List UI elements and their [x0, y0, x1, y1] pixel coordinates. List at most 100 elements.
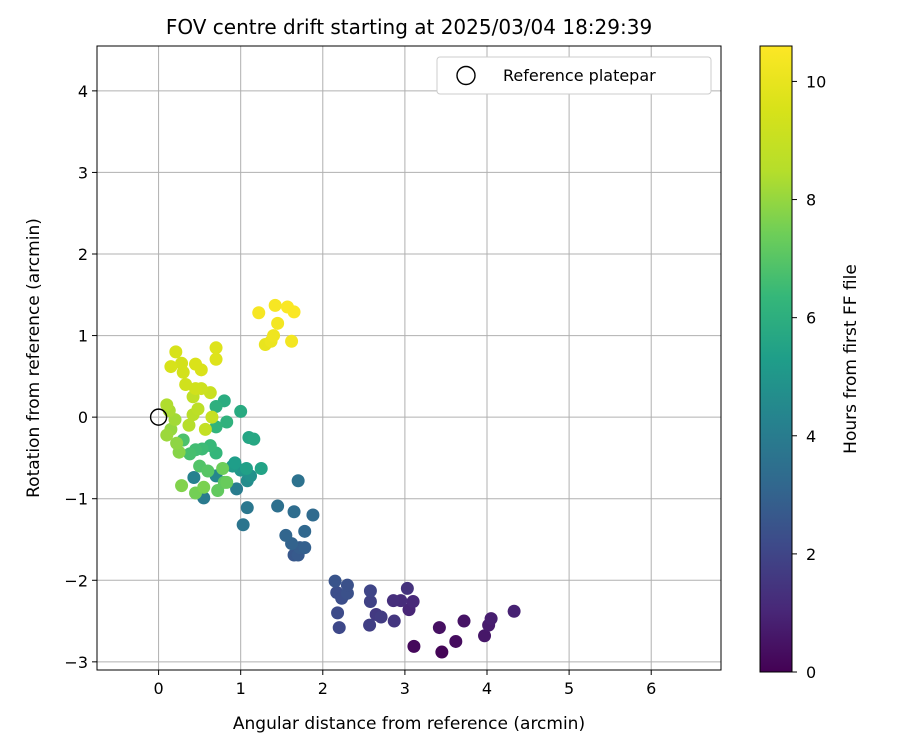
- data-point: [449, 634, 463, 648]
- data-point: [198, 422, 212, 436]
- data-point: [234, 404, 248, 418]
- reference-point-marker: [149, 408, 168, 426]
- data-point: [230, 482, 244, 496]
- data-point: [279, 528, 293, 542]
- data-point: [183, 447, 197, 461]
- data-point: [189, 382, 203, 396]
- y-axis-ticks: −3 −2 −1 0 1 2 3 4: [64, 82, 97, 672]
- data-point: [298, 524, 312, 538]
- data-point: [268, 298, 282, 312]
- colorbar-tick-label: 6: [806, 309, 816, 328]
- y-tick-label: 0: [78, 408, 88, 427]
- data-point: [400, 581, 414, 595]
- data-point: [363, 594, 377, 608]
- data-point: [457, 614, 471, 628]
- y-tick-label: −3: [64, 653, 88, 672]
- legend-box: [436, 56, 712, 95]
- data-point: [407, 639, 421, 653]
- colorbar-tick-label: 0: [806, 663, 816, 682]
- data-point: [236, 518, 250, 532]
- data-point: [287, 305, 301, 319]
- data-point: [175, 479, 189, 493]
- y-tick-label: −1: [64, 490, 88, 509]
- y-tick-label: 4: [78, 82, 88, 101]
- data-point: [267, 329, 281, 343]
- legend-entry-label: Reference platepar: [503, 66, 656, 85]
- data-point: [191, 402, 205, 416]
- y-tick-label: 2: [78, 245, 88, 264]
- data-point: [209, 352, 223, 366]
- data-point: [340, 578, 354, 592]
- data-point: [484, 612, 498, 626]
- data-point: [197, 480, 211, 494]
- data-point: [291, 474, 305, 488]
- grid-lines: [97, 46, 721, 670]
- colorbar-ticks: 0 2 4 6 8 10: [792, 72, 826, 682]
- x-tick-label: 6: [646, 679, 656, 698]
- x-tick-label: 3: [400, 679, 410, 698]
- data-point: [287, 505, 301, 519]
- data-point: [216, 462, 230, 476]
- data-point: [211, 484, 225, 498]
- y-tick-label: 1: [78, 327, 88, 346]
- data-points: [160, 298, 521, 659]
- data-point: [435, 645, 449, 659]
- data-point: [478, 629, 492, 643]
- colorbar-tick-label: 4: [806, 427, 816, 446]
- data-point: [160, 398, 174, 412]
- data-point: [432, 621, 446, 635]
- data-point: [201, 464, 215, 478]
- data-point: [406, 594, 420, 608]
- data-point: [363, 618, 377, 632]
- data-point: [328, 574, 342, 588]
- data-point: [254, 462, 268, 476]
- data-point: [209, 400, 223, 414]
- data-point: [331, 606, 345, 620]
- data-point: [363, 584, 377, 598]
- data-point: [252, 306, 266, 320]
- colorbar-tick-label: 10: [806, 72, 826, 91]
- x-tick-label: 2: [318, 679, 328, 698]
- y-axis-label: Rotation from reference (arcmin): [24, 218, 44, 498]
- x-tick-label: 4: [482, 679, 492, 698]
- colorbar: [759, 45, 793, 673]
- data-point: [240, 501, 254, 515]
- data-point: [187, 470, 201, 484]
- data-point: [271, 316, 285, 330]
- data-point: [228, 456, 242, 470]
- data-point: [387, 614, 401, 628]
- chart-title: FOV centre drift starting at 2025/03/04 …: [166, 15, 652, 39]
- x-tick-label: 0: [153, 679, 163, 698]
- data-point: [507, 604, 521, 618]
- data-point: [194, 363, 208, 377]
- data-point: [271, 499, 285, 513]
- x-axis-ticks: 0 1 2 3 4 5 6: [153, 670, 656, 698]
- colorbar-tick-label: 8: [806, 191, 816, 210]
- y-tick-label: −2: [64, 571, 88, 590]
- x-axis-label: Angular distance from reference (arcmin): [233, 714, 585, 734]
- x-tick-label: 1: [236, 679, 246, 698]
- data-point: [239, 462, 253, 476]
- data-point: [209, 341, 223, 355]
- legend-marker: [456, 65, 476, 86]
- data-point: [164, 360, 178, 374]
- data-point: [175, 356, 189, 370]
- data-point: [169, 345, 183, 359]
- data-point: [205, 410, 219, 424]
- data-point: [170, 436, 184, 450]
- data-point: [285, 334, 299, 348]
- data-point: [179, 378, 193, 392]
- data-point: [209, 420, 223, 434]
- data-point: [220, 415, 234, 429]
- plot-frame: [96, 45, 722, 671]
- data-point: [182, 418, 196, 432]
- colorbar-tick-label: 2: [806, 545, 816, 564]
- legend: Reference platepar: [436, 56, 712, 95]
- data-point: [160, 428, 174, 442]
- data-point: [220, 475, 234, 489]
- y-tick-label: 3: [78, 163, 88, 182]
- x-tick-label: 5: [564, 679, 574, 698]
- data-point: [306, 508, 320, 522]
- data-point: [332, 621, 346, 635]
